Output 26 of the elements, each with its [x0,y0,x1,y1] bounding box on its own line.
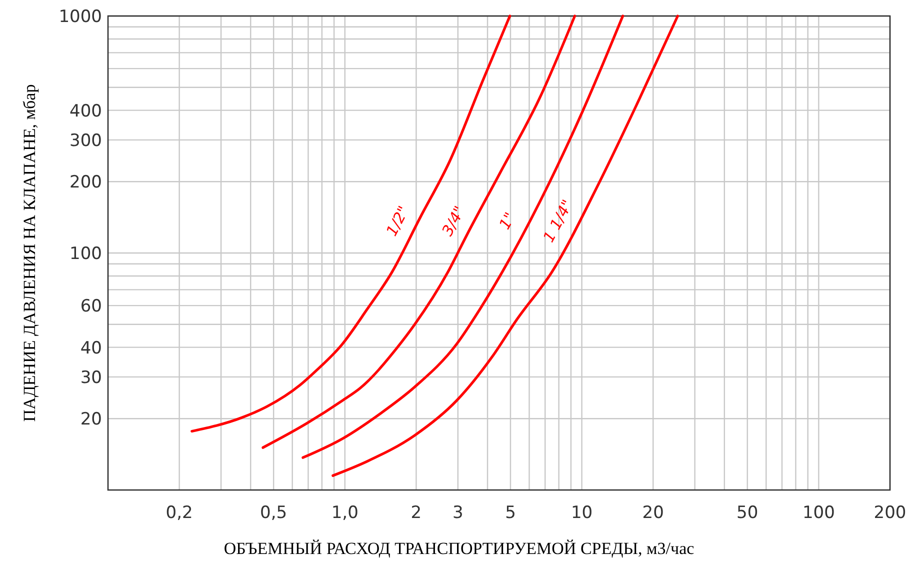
text: 1 1/4" [539,196,577,246]
x-tick-label: 5 [505,503,516,523]
y-tick-label: 20 [80,410,102,430]
y-axis-title: ПАДЕНИЕ ДАВЛЕНИЯ НА КЛАПАНЕ, мбар [20,84,39,422]
x-tick-label: 2 [410,503,422,523]
y-tick-label: 200 [70,172,102,193]
x-tick-label: 50 [736,503,758,523]
x-tick-label: 200 [874,503,906,523]
text: 1" [495,209,520,232]
y-tick-label: 60 [80,296,102,317]
y-tick-label: 40 [80,338,102,358]
x-tick-label: 3 [452,503,464,523]
x-tick-label: 0,2 [166,503,193,523]
x-axis-title: ОБЪЕМНЫЙ РАСХОД ТРАНСПОРТИРУЕМОЙ СРЕДЫ, м3/час [224,539,695,558]
x-tick-label: 20 [642,503,664,523]
y-tick-label: 100 [70,244,102,264]
y-tick-label: 1000 [58,7,102,27]
x-tick-label: 0,5 [260,503,288,523]
text: 1/2" [382,203,413,239]
y-tick-label: 400 [70,101,102,122]
x-tick-label: 100 [802,503,835,523]
y-tick-label: 30 [80,368,102,388]
x-tick-label: 10 [570,503,593,523]
x-tick-label: 1,0 [331,503,358,523]
y-tick-label: 300 [70,130,102,151]
text: 3/4" [438,203,469,239]
